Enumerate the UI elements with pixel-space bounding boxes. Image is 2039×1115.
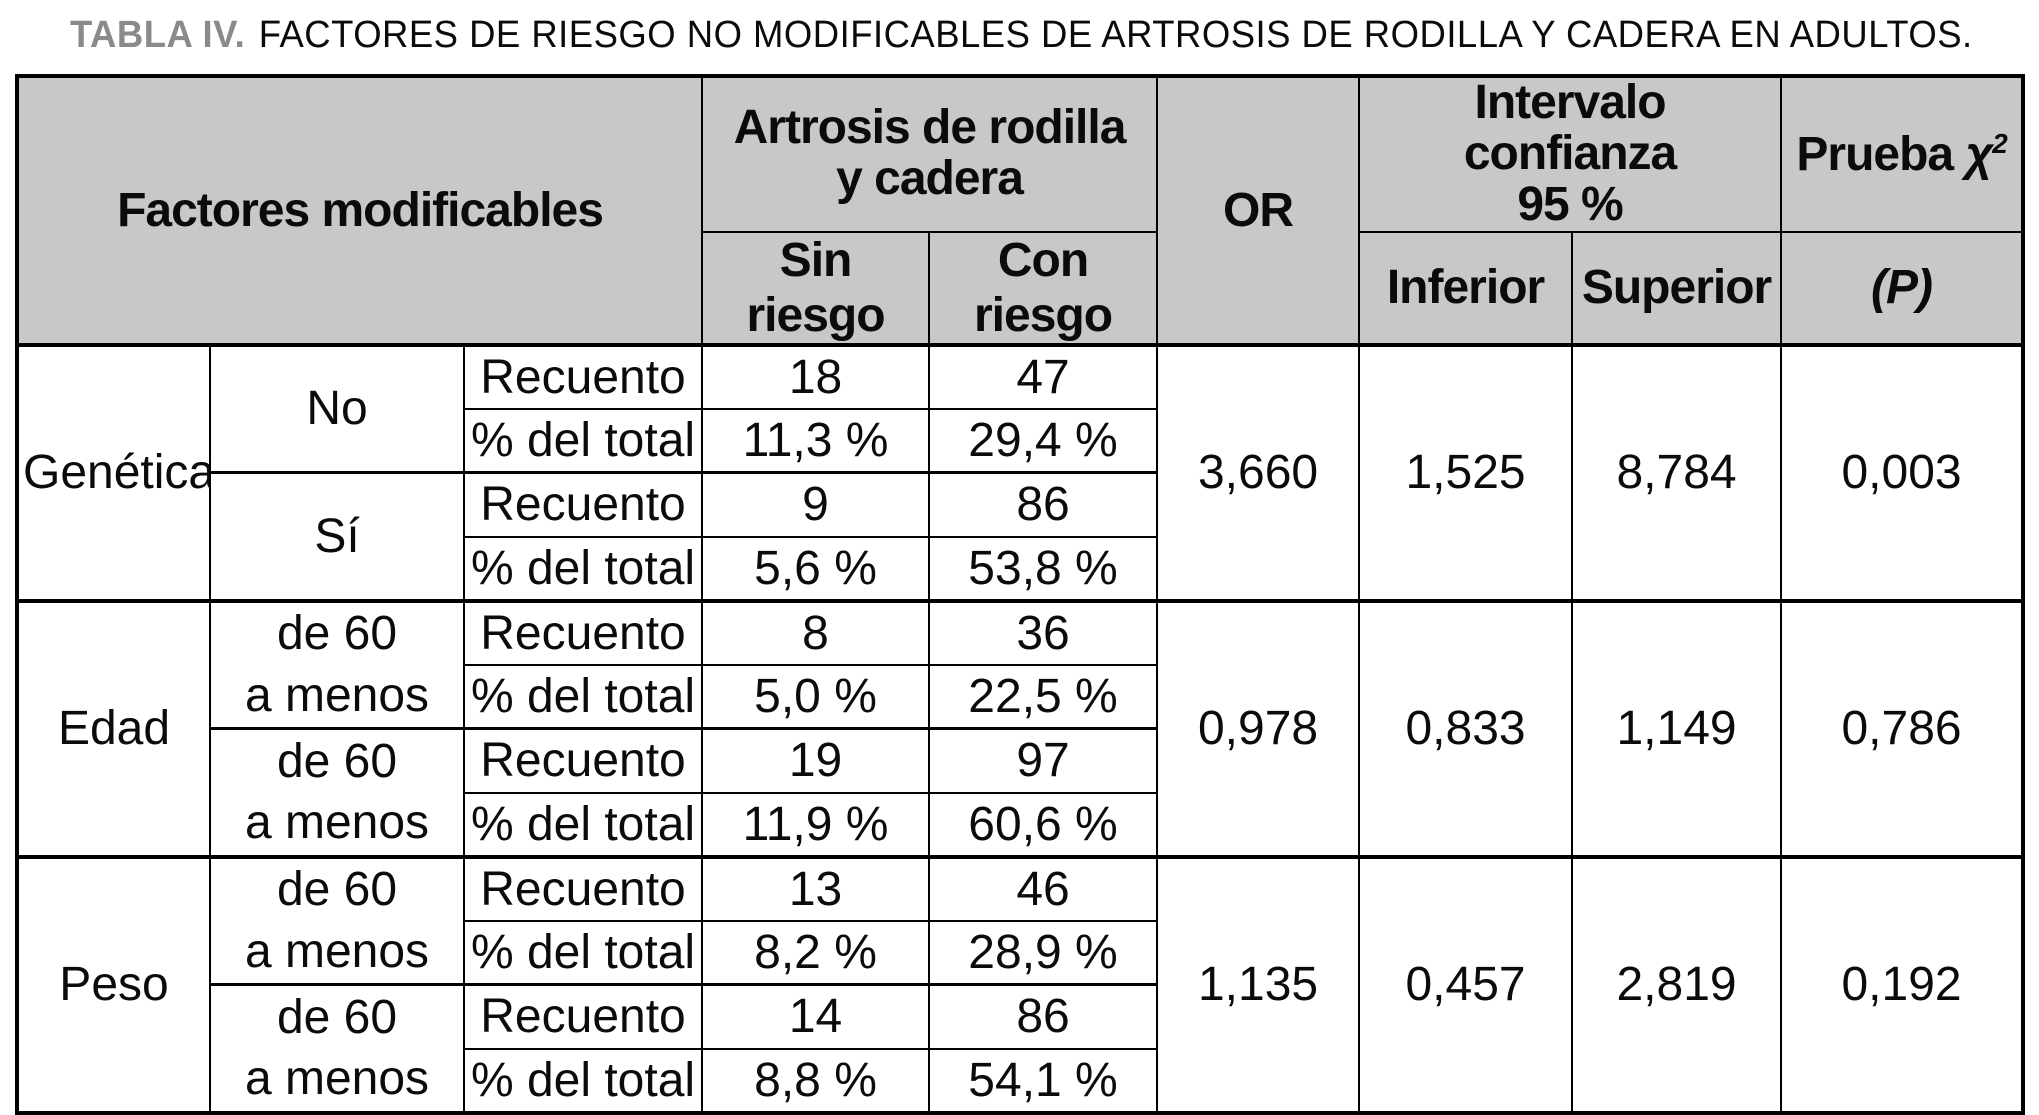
count-sin-riesgo-cell: 13 [701, 854, 931, 922]
metric-label-cell: Recuento [462, 727, 704, 794]
or-value-cell: 0,978 [1156, 598, 1361, 858]
factor-cell: Genética [16, 342, 211, 602]
table-title-label: TABLA IV. [70, 14, 246, 56]
level-cell: Sí [209, 471, 465, 602]
level-cell: de 60 a menos [209, 727, 465, 858]
metric-label-cell: Recuento [462, 342, 704, 410]
count-sin-riesgo-cell: 19 [701, 727, 931, 794]
metric-label-cell: % del total [462, 791, 704, 858]
header-p: (P) [1780, 230, 2025, 347]
metric-label-cell: % del total [462, 1047, 704, 1114]
table-title-text: FACTORES DE RIESGO NO MODIFICABLES DE AR… [258, 14, 1973, 56]
pct-sin-riesgo-cell: 5,0 % [701, 663, 931, 730]
factor-cell: Edad [16, 598, 211, 858]
pct-sin-riesgo-cell: 5,6 % [701, 535, 931, 602]
ci-inferior-cell: 1,525 [1358, 342, 1574, 602]
count-con-riesgo-cell: 86 [928, 471, 1159, 538]
ci-superior-cell: 8,784 [1571, 342, 1783, 602]
prueba-label: Prueba [1796, 127, 1954, 181]
count-con-riesgo-cell: 86 [928, 983, 1159, 1050]
ci-inferior-cell: 0,833 [1358, 598, 1574, 858]
metric-label-cell: % del total [462, 919, 704, 986]
header-artrosis-rodilla-cadera: Artrosis de rodilla y cadera [701, 75, 1159, 233]
or-value-cell: 3,660 [1156, 342, 1361, 602]
or-value-cell: 1,135 [1156, 854, 1361, 1114]
metric-label-cell: Recuento [462, 598, 704, 666]
count-con-riesgo-cell: 46 [928, 854, 1159, 922]
pct-con-riesgo-cell: 53,8 % [928, 535, 1159, 602]
pct-sin-riesgo-cell: 11,3 % [701, 407, 931, 474]
level-cell: de 60 a menos [209, 598, 465, 730]
table-title: TABLA IV. FACTORES DE RIESGO NO MODIFICAB… [70, 14, 1973, 57]
count-sin-riesgo-cell: 18 [701, 342, 931, 410]
metric-label-cell: Recuento [462, 854, 704, 922]
p-value-cell: 0,786 [1780, 598, 2025, 858]
pct-sin-riesgo-cell: 8,2 % [701, 919, 931, 986]
pct-con-riesgo-cell: 54,1 % [928, 1047, 1159, 1114]
risk-factors-table: Factores modificables Artrosis de rodill… [15, 74, 2026, 1115]
metric-label-cell: Recuento [462, 471, 704, 538]
chi-symbol: χ [1965, 127, 1993, 181]
level-cell: de 60 a menos [209, 983, 465, 1114]
header-prueba-chi2: Prueba χ2 [1780, 75, 2025, 233]
level-cell: No [209, 342, 465, 474]
level-cell: de 60 a menos [209, 854, 465, 986]
factor-cell: Peso [16, 854, 211, 1114]
chi-superscript: 2 [1992, 127, 2008, 159]
pct-sin-riesgo-cell: 8,8 % [701, 1047, 931, 1114]
count-con-riesgo-cell: 97 [928, 727, 1159, 794]
pct-con-riesgo-cell: 28,9 % [928, 919, 1159, 986]
metric-label-cell: % del total [462, 407, 704, 474]
header-inferior: Inferior [1358, 230, 1574, 347]
p-value-cell: 0,003 [1780, 342, 2025, 602]
metric-label-cell: % del total [462, 535, 704, 602]
p-value-cell: 0,192 [1780, 854, 2025, 1114]
pct-con-riesgo-cell: 29,4 % [928, 407, 1159, 474]
page: TABLA IV. FACTORES DE RIESGO NO MODIFICAB… [15, 14, 2026, 1115]
ci-superior-cell: 2,819 [1571, 854, 1783, 1114]
header-superior: Superior [1571, 230, 1783, 347]
header-or: OR [1156, 75, 1361, 347]
count-sin-riesgo-cell: 8 [701, 598, 931, 666]
count-con-riesgo-cell: 36 [928, 598, 1159, 666]
pct-sin-riesgo-cell: 11,9 % [701, 791, 931, 858]
pct-con-riesgo-cell: 60,6 % [928, 791, 1159, 858]
metric-label-cell: Recuento [462, 983, 704, 1050]
ci-superior-cell: 1,149 [1571, 598, 1783, 858]
pct-con-riesgo-cell: 22,5 % [928, 663, 1159, 730]
header-con-riesgo: Con riesgo [928, 230, 1159, 347]
metric-label-cell: % del total [462, 663, 704, 730]
header-factores-modificables: Factores modificables [15, 75, 704, 347]
ci-inferior-cell: 0,457 [1358, 854, 1574, 1114]
header-intervalo-confianza: Intervalo confianza 95 % [1358, 75, 1783, 233]
count-sin-riesgo-cell: 9 [701, 471, 931, 538]
count-sin-riesgo-cell: 14 [701, 983, 931, 1050]
header-sin-riesgo: Sin riesgo [701, 230, 931, 347]
count-con-riesgo-cell: 47 [928, 342, 1159, 410]
